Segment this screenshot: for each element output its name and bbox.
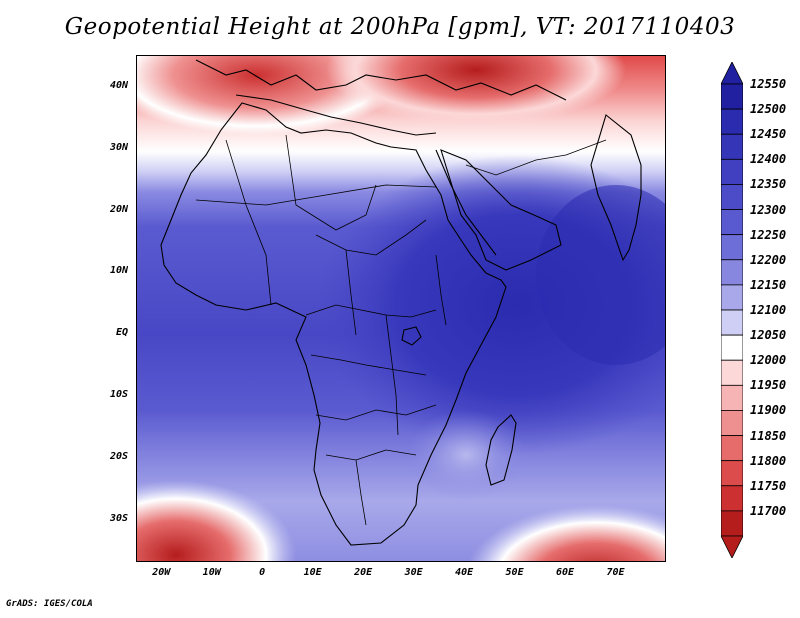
- latitude-tick-label: 20S: [109, 450, 128, 462]
- longitude-tick-label: 20W: [152, 567, 171, 578]
- colorbar-cell: [721, 83, 743, 110]
- colorbar-tick-label: 11750: [750, 478, 787, 493]
- country-borders: [195, 134, 607, 526]
- colorbar-cell: [721, 384, 743, 411]
- colorbar-cell: [721, 510, 743, 537]
- colorbar-tick-label: 12250: [750, 227, 787, 242]
- border-line: [305, 304, 437, 318]
- border-line: [285, 134, 377, 231]
- grads-credit: GrADS: IGES/COLA: [6, 599, 93, 609]
- longitude-tick-label: 60E: [556, 567, 575, 578]
- colorbar-tick-label: 12500: [750, 102, 787, 117]
- latitude-tick-label: 40N: [109, 79, 128, 91]
- colorbar-tick-label: 12050: [750, 328, 787, 343]
- latitude-tick-label: 20N: [109, 203, 128, 215]
- red-trough-northeast: [326, 55, 626, 125]
- colorbar-tick-label: 12150: [750, 277, 787, 292]
- europe-coastline: [195, 59, 567, 101]
- colorbar: [721, 62, 743, 558]
- longitude-tick-label: 50E: [505, 567, 524, 578]
- red-trough-southwest: [136, 480, 296, 562]
- red-trough-southeast: [468, 505, 666, 562]
- border-line: [325, 449, 417, 461]
- madagascar-coastline: [485, 414, 517, 486]
- colorbar-cell: [721, 435, 743, 462]
- colorbar-cell: [721, 184, 743, 210]
- colorbar-cell: [721, 359, 743, 386]
- border-line: [315, 404, 437, 421]
- colorbar-cell: [721, 309, 743, 336]
- colorbar-tick-label: 11850: [750, 428, 787, 443]
- colorbar-tick-label: 12100: [750, 303, 787, 317]
- mediterranean-coastline: [235, 94, 437, 136]
- longitude-tick-label: 40E: [455, 567, 474, 578]
- colorbar-tick-label: 12000: [750, 353, 787, 368]
- map-title: Geopotential Height at 200hPa [gpm], VT:…: [64, 14, 736, 40]
- coastlines: [160, 59, 642, 546]
- colorbar-cells: [721, 62, 743, 558]
- map-panel: [136, 55, 666, 562]
- colorbar-cell: [721, 158, 743, 185]
- border-line: [315, 219, 427, 256]
- colorbar-tick-label: 12350: [750, 177, 787, 192]
- latitude-tick-label: 10S: [109, 389, 128, 401]
- map-frame: [136, 55, 666, 562]
- border-line: [195, 184, 437, 206]
- colorbar-tick-label: 12550: [750, 77, 787, 91]
- colorbar-cell: [721, 485, 743, 512]
- longitude-tick-label: 10W: [202, 567, 221, 578]
- colorbar-tick-label: 12300: [750, 202, 787, 217]
- border-line: [225, 139, 272, 306]
- border-line: [310, 354, 427, 376]
- red-sea-coastline: [435, 149, 497, 256]
- border-line: [435, 254, 447, 326]
- border-line: [465, 139, 607, 176]
- colorbar-cell: [721, 284, 743, 311]
- longitude-tick-label: 10E: [303, 567, 322, 578]
- colorbar-tick-label: 12200: [750, 252, 787, 267]
- longitude-tick-label: 20E: [354, 567, 373, 578]
- colorbar-overflow-arrow: [721, 62, 743, 85]
- colorbar-cell: [721, 108, 743, 135]
- colorbar-cell: [721, 133, 743, 160]
- colorbar-cell: [721, 209, 743, 236]
- india-coastline: [590, 114, 642, 262]
- latitude-tick-label: 30N: [109, 141, 128, 153]
- colorbar-cell: [721, 460, 743, 487]
- colorbar-tick-label: 11700: [750, 503, 787, 518]
- colorbar-tick-label: 12450: [750, 127, 787, 142]
- colorbar-cell: [721, 259, 743, 286]
- colorbar-underflow-arrow: [721, 535, 743, 558]
- latitude-tick-label: EQ: [115, 327, 128, 339]
- colorbar-cell: [721, 334, 743, 361]
- border-line: [385, 314, 399, 436]
- colorbar-cell: [721, 234, 743, 261]
- height-maximum-core: [536, 185, 666, 365]
- arabia-coastline: [440, 149, 562, 271]
- light-blue-region: [406, 410, 526, 500]
- border-line: [345, 249, 357, 336]
- latitude-tick-label: 30S: [109, 512, 128, 524]
- longitude-tick-label: 70E: [606, 567, 625, 578]
- colorbar-tick-label: 11950: [750, 378, 787, 393]
- border-line: [355, 459, 367, 526]
- longitude-tick-label: 0: [259, 567, 266, 578]
- colorbar-tick-label: 12400: [750, 152, 787, 167]
- colorbar-tick-label: 11900: [750, 403, 787, 418]
- africa-coastline: [160, 102, 507, 546]
- latitude-tick-label: 10N: [109, 265, 128, 277]
- colorbar-tick-label: 11800: [750, 453, 787, 468]
- longitude-tick-label: 30E: [404, 567, 423, 578]
- lake-victoria: [401, 326, 422, 346]
- colorbar-cell: [721, 410, 743, 436]
- height-field-map: [136, 55, 666, 562]
